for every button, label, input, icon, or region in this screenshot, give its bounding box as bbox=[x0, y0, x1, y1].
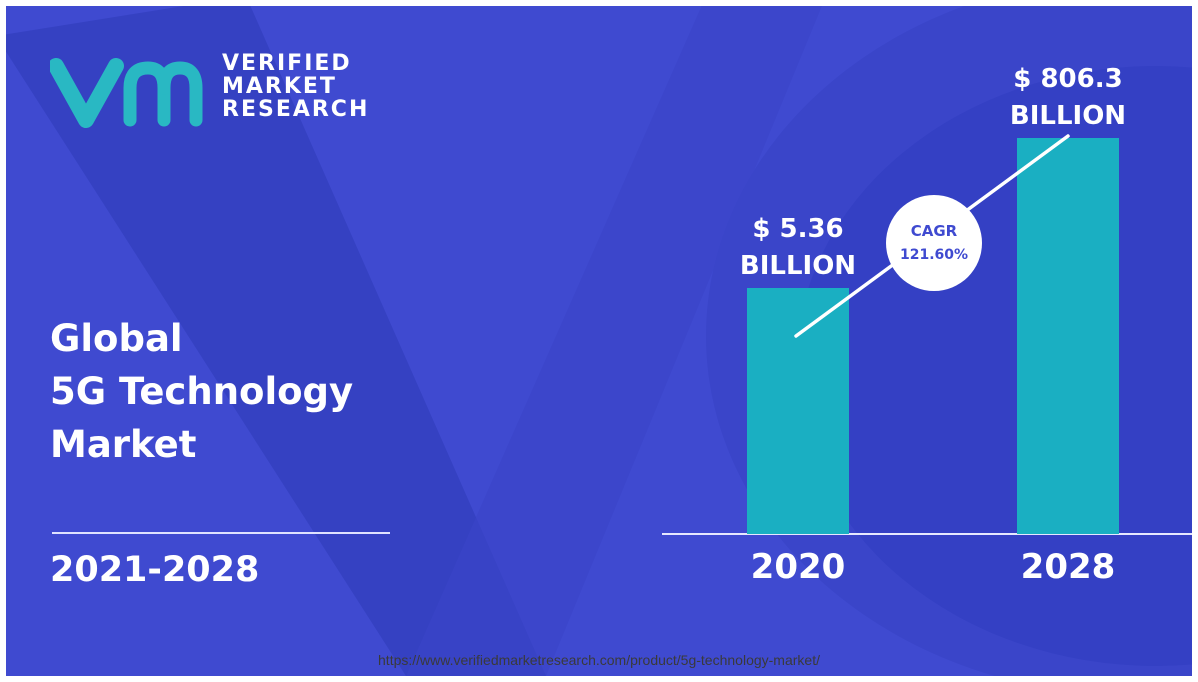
brand-line-1: VERIFIED bbox=[222, 51, 352, 76]
bar-2020 bbox=[747, 288, 849, 534]
value-label-unit-2020: BILLION bbox=[740, 251, 856, 281]
bar-chart: $ 5.36 BILLION 2020 $ 806.3 BILLION 2028 CAGR 1… bbox=[662, 64, 1192, 587]
source-url: https://www.verifiedmarketresearch.com/p… bbox=[378, 652, 820, 668]
x-tick-label-2028: 2028 bbox=[1021, 547, 1116, 587]
vmr-logo-icon bbox=[50, 58, 203, 128]
cagr-badge bbox=[886, 195, 982, 291]
market-title: Global 5G Technology Market bbox=[50, 312, 353, 471]
brand-logo: VERIFIED MARKET RESEARCH bbox=[50, 52, 380, 136]
brand-line-2: MARKET bbox=[222, 74, 337, 99]
value-label-2028: $ 806.3 bbox=[1013, 64, 1122, 94]
brand-line-3: RESEARCH bbox=[222, 97, 370, 122]
bar-2028 bbox=[1017, 138, 1119, 534]
title-line-2: 5G Technology bbox=[50, 370, 354, 413]
x-tick-label-2020: 2020 bbox=[751, 547, 846, 587]
brand-name: VERIFIED MARKET RESEARCH bbox=[222, 52, 369, 121]
value-label-2020: $ 5.36 bbox=[752, 214, 843, 244]
cagr-value: 121.60% bbox=[900, 247, 968, 263]
forecast-period: 2021-2028 bbox=[50, 550, 260, 590]
infographic-frame: VERIFIED MARKET RESEARCH Global 5G Techn… bbox=[6, 6, 1192, 676]
title-divider bbox=[52, 532, 390, 534]
title-line-1: Global bbox=[50, 317, 183, 360]
title-line-3: Market bbox=[50, 423, 197, 466]
value-label-unit-2028: BILLION bbox=[1010, 101, 1126, 131]
cagr-label: CAGR bbox=[911, 222, 958, 240]
